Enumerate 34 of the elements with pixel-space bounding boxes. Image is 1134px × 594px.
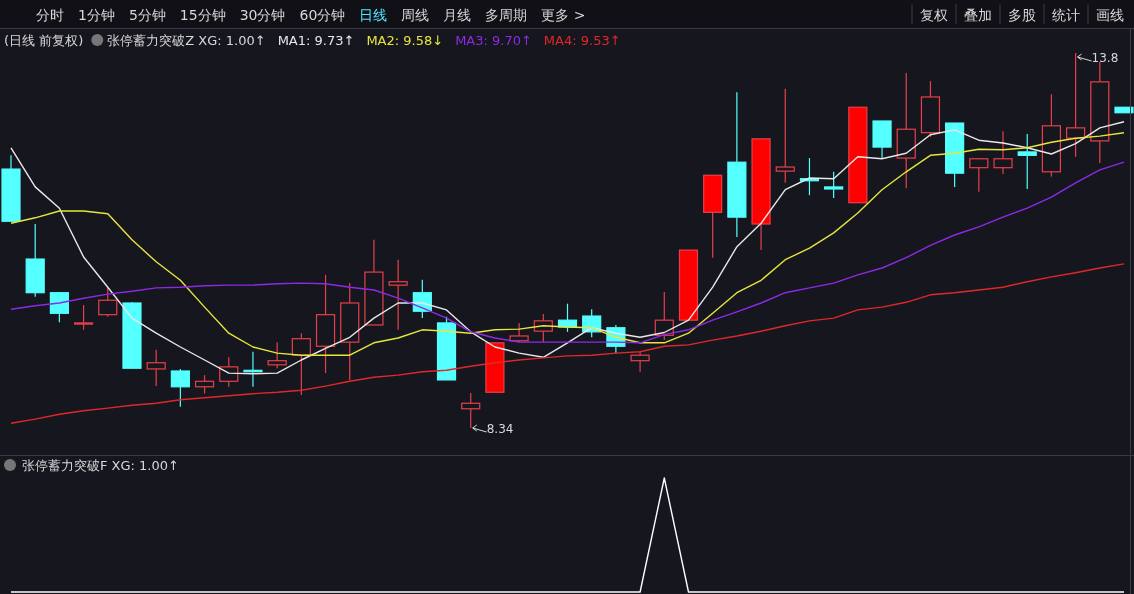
candlestick	[630, 351, 650, 373]
text: 5分钟	[128, 7, 166, 23]
candlestick	[993, 130, 1013, 175]
text: MA3: 9.70↑	[455, 33, 532, 48]
text: 1分钟	[78, 7, 115, 23]
annotation: 8.34	[486, 422, 514, 436]
text: 60分钟	[299, 7, 346, 23]
candlestick	[388, 259, 408, 331]
text: MA4: 9.53↑	[543, 33, 621, 48]
text: 画线	[1096, 7, 1124, 23]
candlestick	[896, 72, 916, 189]
text: 周线	[401, 7, 430, 23]
text: 复权	[920, 7, 948, 23]
text: MA1: 9.73↑	[277, 33, 355, 48]
candlestick	[1090, 61, 1110, 164]
text: 多周期	[485, 7, 528, 23]
text: 日线	[359, 7, 388, 23]
text: MA2: 9.58↓	[366, 33, 444, 48]
text: 多股	[1008, 7, 1036, 23]
candlestick	[727, 91, 747, 238]
candlestick	[315, 274, 336, 374]
text: 统计	[1052, 7, 1080, 23]
text: 30分钟	[239, 7, 286, 23]
candlestick	[340, 282, 360, 381]
text: 叠加	[964, 7, 992, 23]
text: 更多 >	[541, 7, 586, 23]
text: 15分钟	[179, 7, 226, 23]
annotation: 13.8	[1091, 51, 1119, 65]
chart-subtitle: 张停蓄力突破Z XG: 1.00↑	[107, 33, 266, 48]
chart-title: (日线 前复权)	[4, 33, 84, 48]
candlestick	[1066, 52, 1086, 158]
text: 月线	[443, 7, 472, 23]
text: 分时	[36, 7, 64, 23]
chart-title: 张停蓄力突破F XG: 1.00↑	[22, 458, 179, 473]
